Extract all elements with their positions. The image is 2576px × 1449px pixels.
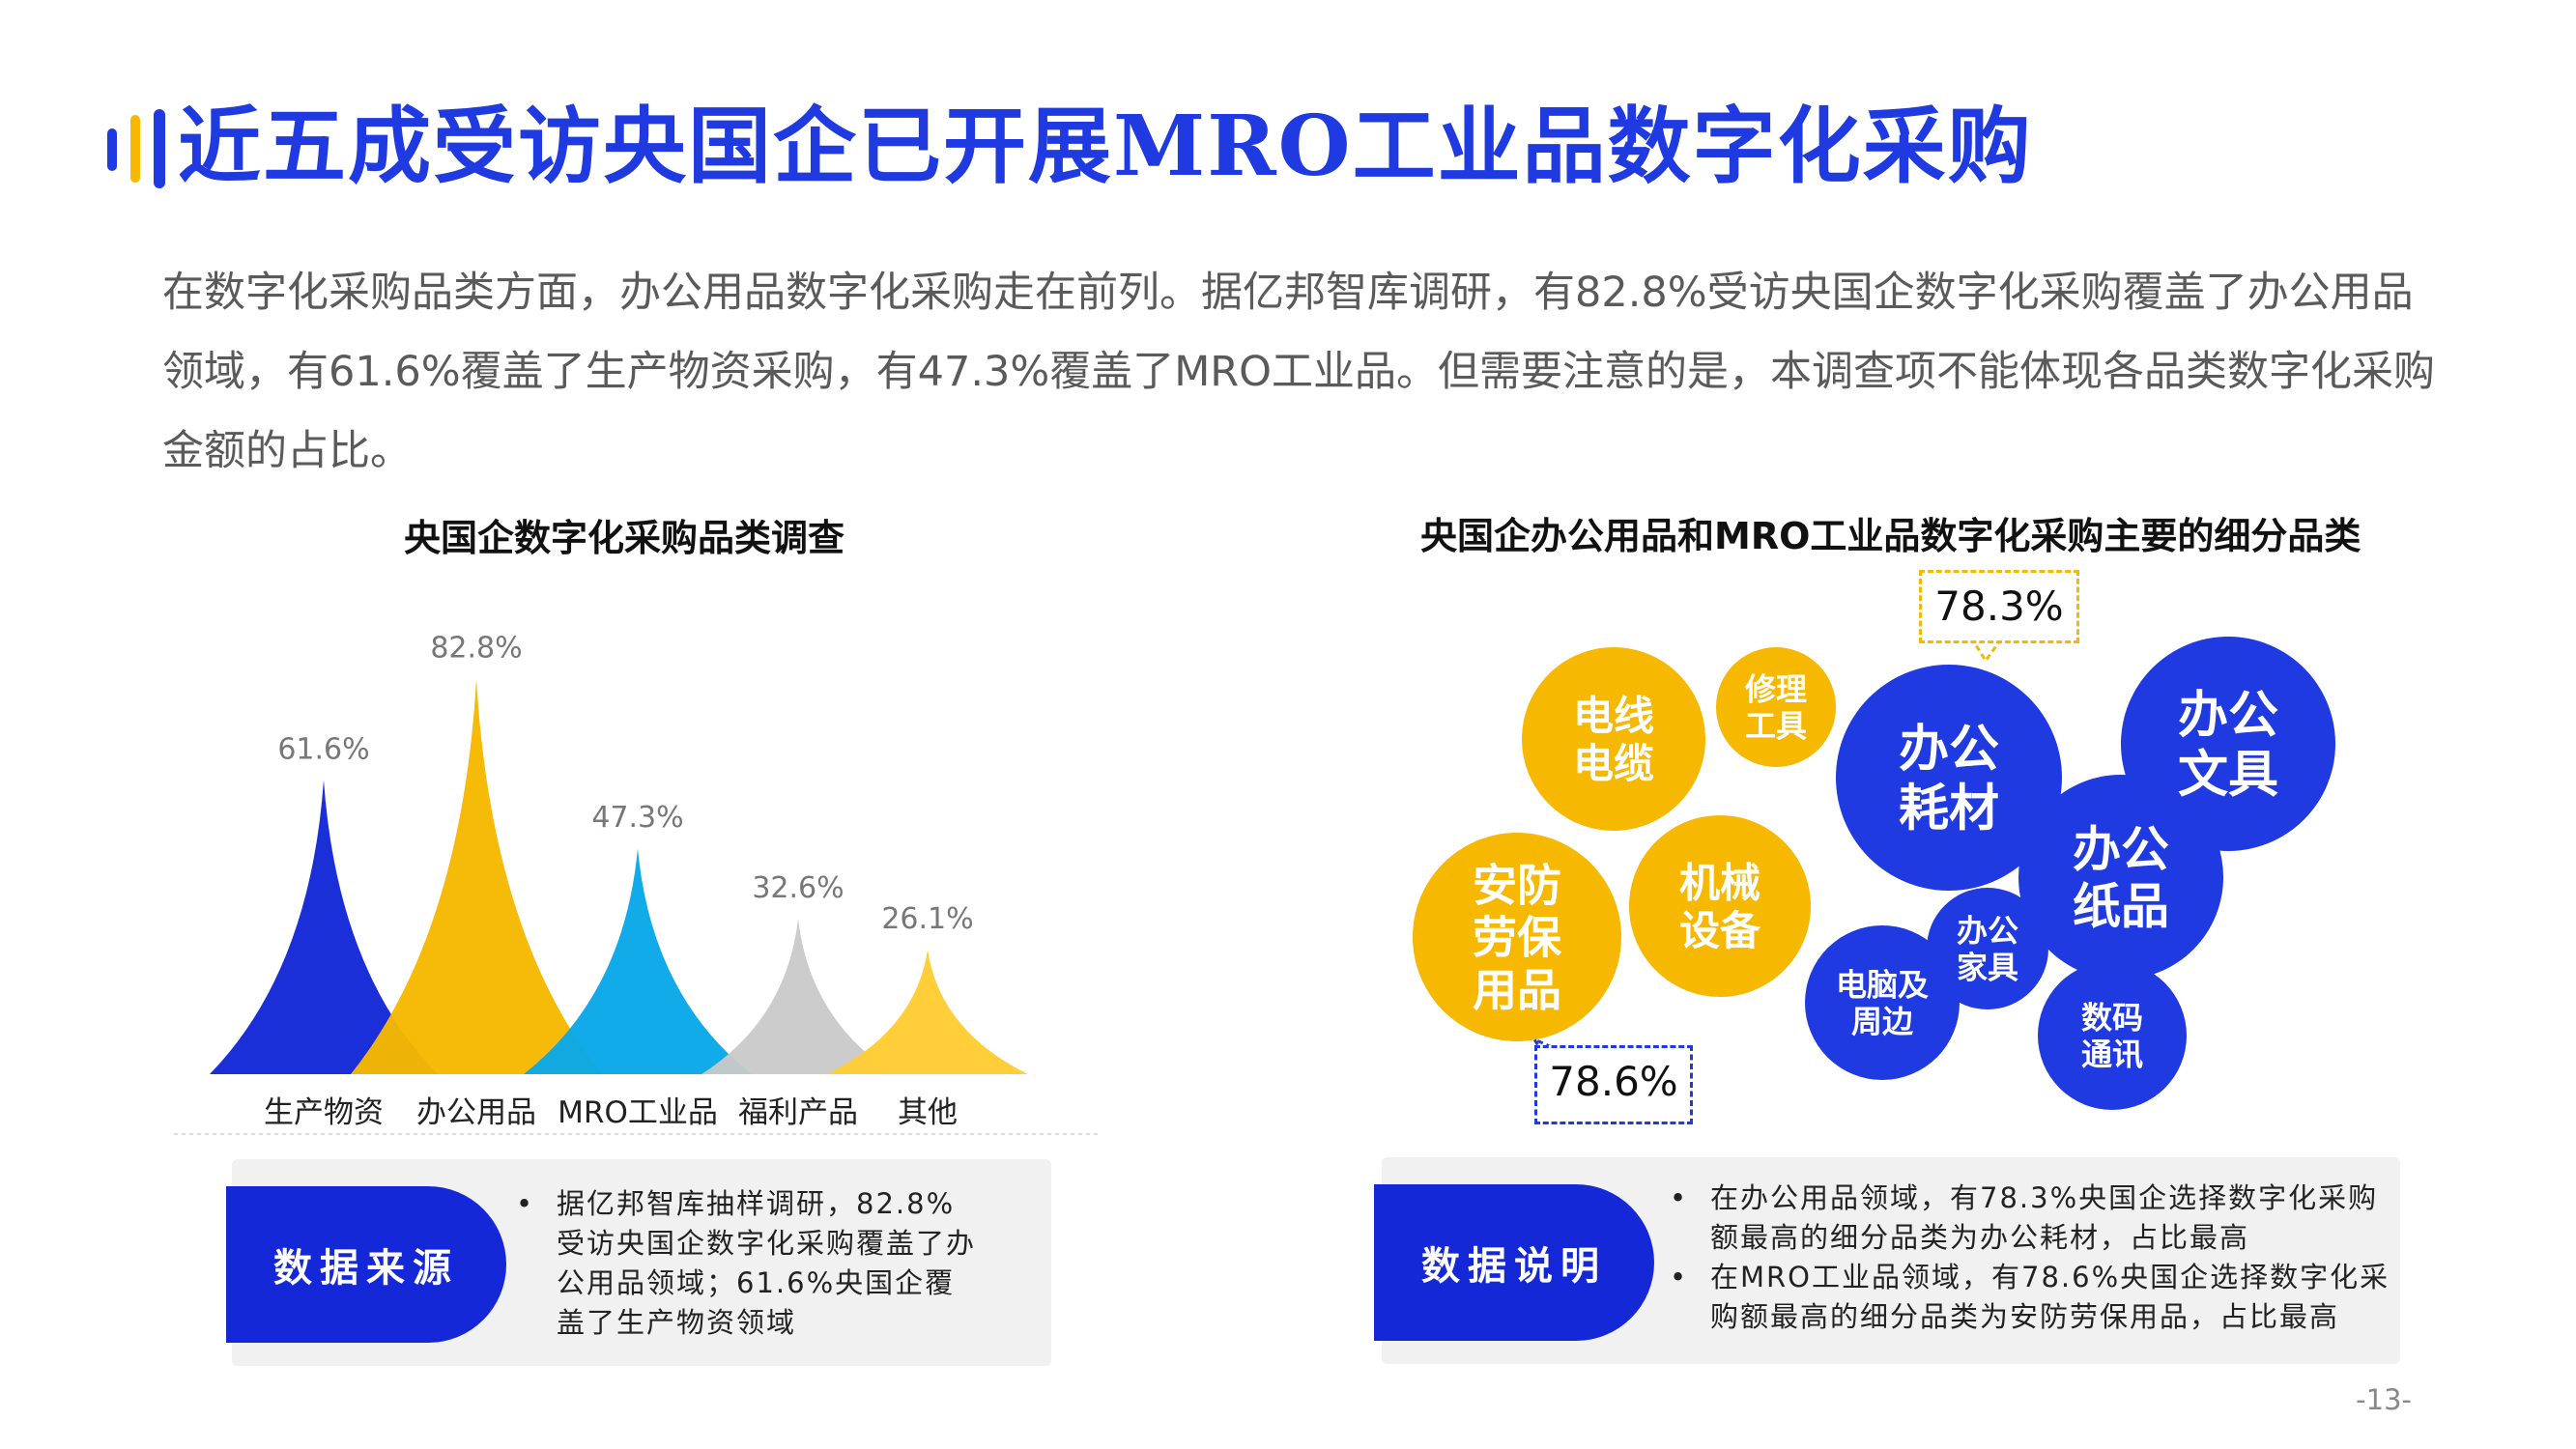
bubble-label-line: 电线: [1573, 692, 1654, 739]
value-label-4: 32.6%: [752, 871, 844, 905]
bubble-label-line: 用品: [1473, 964, 1561, 1016]
bubble-安防劳保用品: 安防劳保用品: [1413, 833, 1621, 1041]
category-peak-chart: 61.6% 生产物资 82.8% 办公用品 47.3% MRO工业品 32.6% 福利产品 26…: [174, 632, 1102, 1135]
peak-5: [827, 949, 1028, 1074]
bubble-label-line: 周边: [1851, 1003, 1913, 1039]
peak-3: [524, 848, 752, 1074]
peak-4: [701, 918, 895, 1074]
bubble-label-line: 办公: [2178, 687, 2278, 745]
bubble-label-line: 家具: [1957, 949, 2018, 985]
data-source-text: 据亿邦智库抽样调研，82.8%受访央国企数字化采购覆盖了办公用品领域；61.6%…: [516, 1184, 978, 1343]
title-accent-bars-icon: [107, 109, 165, 188]
page-title: 近五成受访央国企已开展MRO工业品数字化采购: [178, 98, 2033, 195]
callout-safety-supplies: 78.6%: [1534, 1045, 1693, 1124]
data-note-line-1: 在办公用品领域，有78.3%央国企选择数字化采购额最高的细分品类为办公耗材，占比…: [1670, 1179, 2404, 1258]
value-label-1: 61.6%: [277, 732, 369, 766]
category-label-3: MRO工业品: [558, 1095, 718, 1130]
bubble-label-line: 设备: [1679, 907, 1761, 954]
bubble-circle: [1805, 925, 1960, 1080]
category-label-4: 福利产品: [738, 1095, 858, 1130]
bubble-label-line: 办公: [1957, 913, 2018, 950]
bubble-circle: [1522, 647, 1705, 831]
value-label-5: 26.1%: [881, 902, 973, 936]
bubble-circle: [2038, 961, 2187, 1110]
bubble-label-line: 通讯: [2081, 1036, 2143, 1072]
bubble-circle: [1927, 888, 2048, 1009]
bubble-circle: [1413, 833, 1621, 1041]
value-label-3: 47.3%: [591, 801, 683, 835]
intro-paragraph: 在数字化采购品类方面，办公用品数字化采购走在前列。据亿邦智库调研，有82.8%受…: [162, 269, 2436, 475]
category-label-5: 其他: [898, 1095, 958, 1130]
callout-pointer-top: [1969, 637, 2004, 664]
bubble-label-line: 耗材: [1899, 780, 1999, 838]
left-chart-title: 央国企数字化采购品类调查: [404, 517, 845, 559]
peak-1: [210, 780, 438, 1074]
bubble-circle: [1716, 647, 1836, 767]
bubble-label-line: 劳保: [1473, 912, 1562, 964]
bubble-label-line: 工具: [1745, 707, 1807, 744]
bubble-label-line: 修理: [1744, 671, 1807, 708]
data-source-badge: 数据来源: [226, 1186, 506, 1343]
bubble-circle: [1836, 665, 2062, 891]
right-chart-title: 央国企办公用品和MRO工业品数字化采购主要的细分品类: [1420, 515, 2361, 557]
data-note-text: 在办公用品领域，有78.3%央国企选择数字化采购额最高的细分品类为办公耗材，占比…: [1670, 1179, 2404, 1337]
bubble-办公耗材: 办公耗材: [1836, 665, 2062, 891]
data-note-badge: 数据说明: [1374, 1184, 1654, 1341]
bubble-label-line: 数码: [2081, 1000, 2143, 1037]
category-label-2: 办公用品: [416, 1095, 536, 1130]
category-label-1: 生产物资: [264, 1095, 384, 1130]
bubble-label-line: 办公: [1899, 721, 1999, 779]
page-number: -13-: [2356, 1383, 2412, 1416]
bubble-label-line: 办公: [2073, 822, 2169, 878]
bubble-circle: [1629, 815, 1811, 997]
bubble-label-line: 安防: [1473, 859, 1561, 911]
bubble-circle: [2121, 637, 2335, 851]
bubble-label-line: 电脑及: [1836, 967, 1929, 1004]
callout-office-consumables: 78.3%: [1919, 570, 2079, 643]
bubble-label-line: 纸品: [2073, 879, 2169, 935]
data-note-line-2: 在MRO工业品领域，有78.6%央国企选择数字化采购额最高的细分品类为安防劳保用…: [1670, 1258, 2404, 1337]
bubble-label-line: 文具: [2178, 746, 2278, 804]
value-label-2: 82.8%: [430, 632, 522, 666]
peak-2: [351, 678, 602, 1074]
subcategory-bubble-chart: 电线电缆修理工具安防劳保用品机械设备办公耗材办公纸品办公文具办公家具电脑及周边数…: [1413, 637, 2335, 1110]
data-source-line: 据亿邦智库抽样调研，82.8%受访央国企数字化采购覆盖了办公用品领域；61.6%…: [516, 1184, 978, 1343]
bubble-label-line: 机械: [1679, 859, 1760, 906]
bubble-label-line: 电缆: [1573, 740, 1654, 787]
